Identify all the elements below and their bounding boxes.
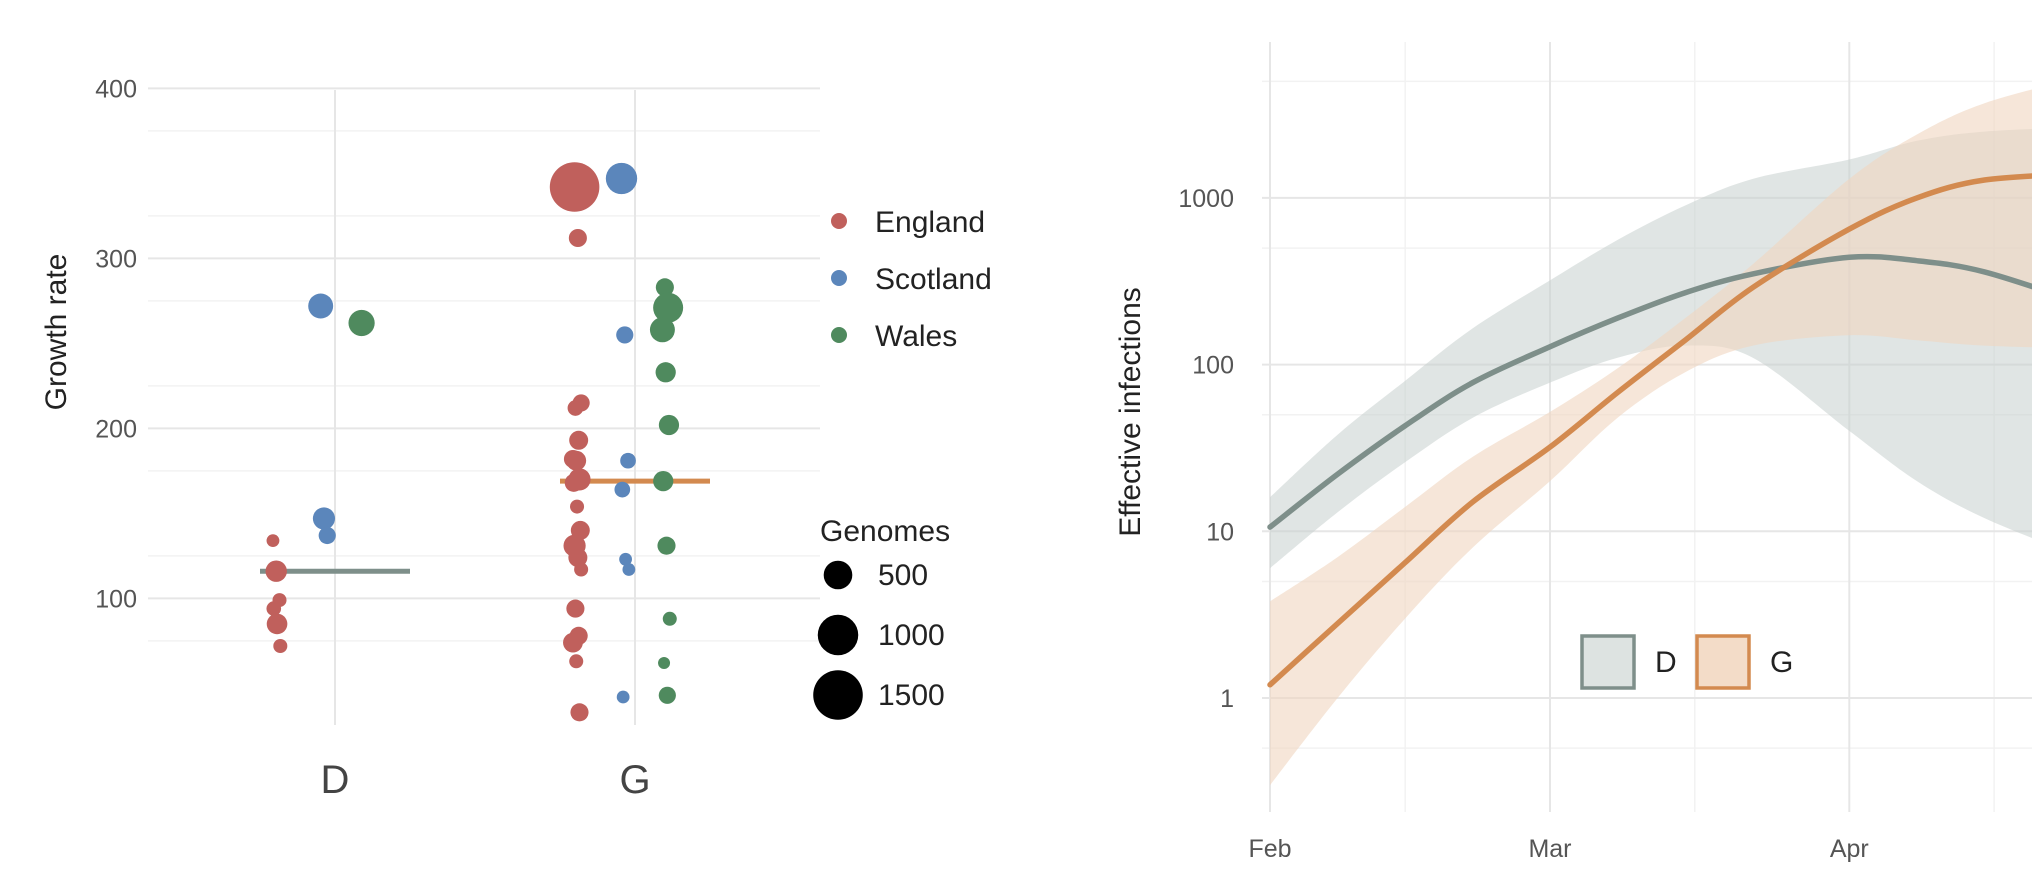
y-tick-label: 200 bbox=[95, 415, 137, 443]
legend-label-d: D bbox=[1655, 646, 1677, 679]
data-point-wales bbox=[658, 657, 671, 669]
data-point-england bbox=[568, 228, 587, 248]
y-tick-label: 100 bbox=[1192, 352, 1234, 380]
data-point-scotland bbox=[605, 162, 638, 195]
y-tick-label: 1000 bbox=[1178, 185, 1234, 213]
size-legend-title: Genomes bbox=[820, 515, 950, 548]
data-point-wales bbox=[658, 414, 680, 436]
data-point-scotland bbox=[318, 526, 336, 545]
data-point-wales bbox=[662, 611, 677, 626]
y-axis-title: Growth rate bbox=[40, 254, 73, 411]
data-point-england bbox=[567, 400, 584, 416]
data-point-england bbox=[568, 548, 588, 568]
data-point-scotland bbox=[614, 481, 631, 498]
data-point-scotland bbox=[312, 507, 336, 530]
data-point-england bbox=[266, 534, 280, 547]
size-legend-dot bbox=[813, 670, 863, 720]
data-point-england bbox=[570, 499, 585, 514]
y-tick-label: 300 bbox=[95, 245, 137, 273]
x-category-label: G bbox=[619, 758, 650, 802]
y-tick-label: 100 bbox=[95, 585, 137, 613]
series-line-g bbox=[1267, 173, 2032, 688]
size-legend-dot bbox=[823, 560, 853, 590]
data-point-wales bbox=[657, 536, 676, 555]
data-point-england bbox=[266, 601, 282, 616]
legend-label-scotland: Scotland bbox=[875, 263, 992, 296]
series-line-d bbox=[1267, 253, 2032, 530]
data-point-scotland bbox=[622, 563, 636, 576]
data-point-england bbox=[569, 654, 584, 669]
x-tick-label: Feb bbox=[1248, 835, 1291, 863]
data-point-wales bbox=[655, 362, 676, 383]
data-point-scotland bbox=[616, 326, 634, 344]
x-category-label: D bbox=[321, 758, 350, 802]
size-legend-label: 1500 bbox=[878, 679, 945, 712]
legend-swatch-g bbox=[1695, 634, 1751, 690]
data-point-england bbox=[265, 560, 287, 582]
data-point-england bbox=[266, 613, 288, 635]
data-point-scotland bbox=[308, 293, 334, 319]
legend-swatch-scotland bbox=[831, 270, 847, 286]
size-legend-label: 1000 bbox=[878, 619, 945, 652]
y-tick-label: 1 bbox=[1220, 685, 1234, 713]
data-point-england bbox=[564, 473, 583, 492]
data-point-england bbox=[570, 703, 589, 722]
data-point-wales bbox=[348, 309, 375, 337]
legend-swatch-d bbox=[1580, 634, 1636, 690]
growth-rate-panel: 100 200 300 400 D G Growth rate England Scotland… bbox=[40, 75, 992, 802]
data-point-england bbox=[566, 450, 587, 471]
data-point-wales bbox=[658, 686, 676, 704]
x-tick-label: Mar bbox=[1528, 835, 1571, 863]
data-point-england bbox=[566, 599, 585, 618]
y-tick-label: 10 bbox=[1206, 518, 1234, 546]
size-legend-dot bbox=[817, 614, 859, 656]
data-point-england bbox=[569, 430, 589, 450]
data-point-wales bbox=[653, 292, 684, 323]
data-point-scotland bbox=[620, 452, 636, 469]
size-legend-label: 500 bbox=[878, 559, 928, 592]
data-point-england bbox=[273, 638, 288, 654]
data-point-wales bbox=[653, 470, 674, 492]
legend-swatch-wales bbox=[831, 327, 847, 343]
data-point-england bbox=[574, 562, 589, 577]
data-point-wales bbox=[655, 278, 674, 297]
data-point-england bbox=[549, 162, 600, 212]
data-point-england bbox=[563, 632, 583, 653]
y-tick-label: 400 bbox=[95, 75, 137, 103]
effective-infections-panel: 1 10 100 1000 Feb Mar Apr Effective infections D… bbox=[1114, 42, 2032, 863]
x-tick-label: Apr bbox=[1830, 835, 1869, 863]
data-point-wales bbox=[649, 317, 675, 343]
legend-swatch-england bbox=[831, 213, 847, 229]
data-point-scotland bbox=[619, 552, 632, 566]
data-point-scotland bbox=[616, 690, 630, 704]
confidence-band-g bbox=[1270, 89, 2032, 786]
legend-label-wales: Wales bbox=[875, 320, 957, 353]
legend-label-england: England bbox=[875, 206, 985, 239]
y-axis-title: Effective infections bbox=[1114, 287, 1147, 537]
legend-label-g: G bbox=[1770, 646, 1793, 679]
